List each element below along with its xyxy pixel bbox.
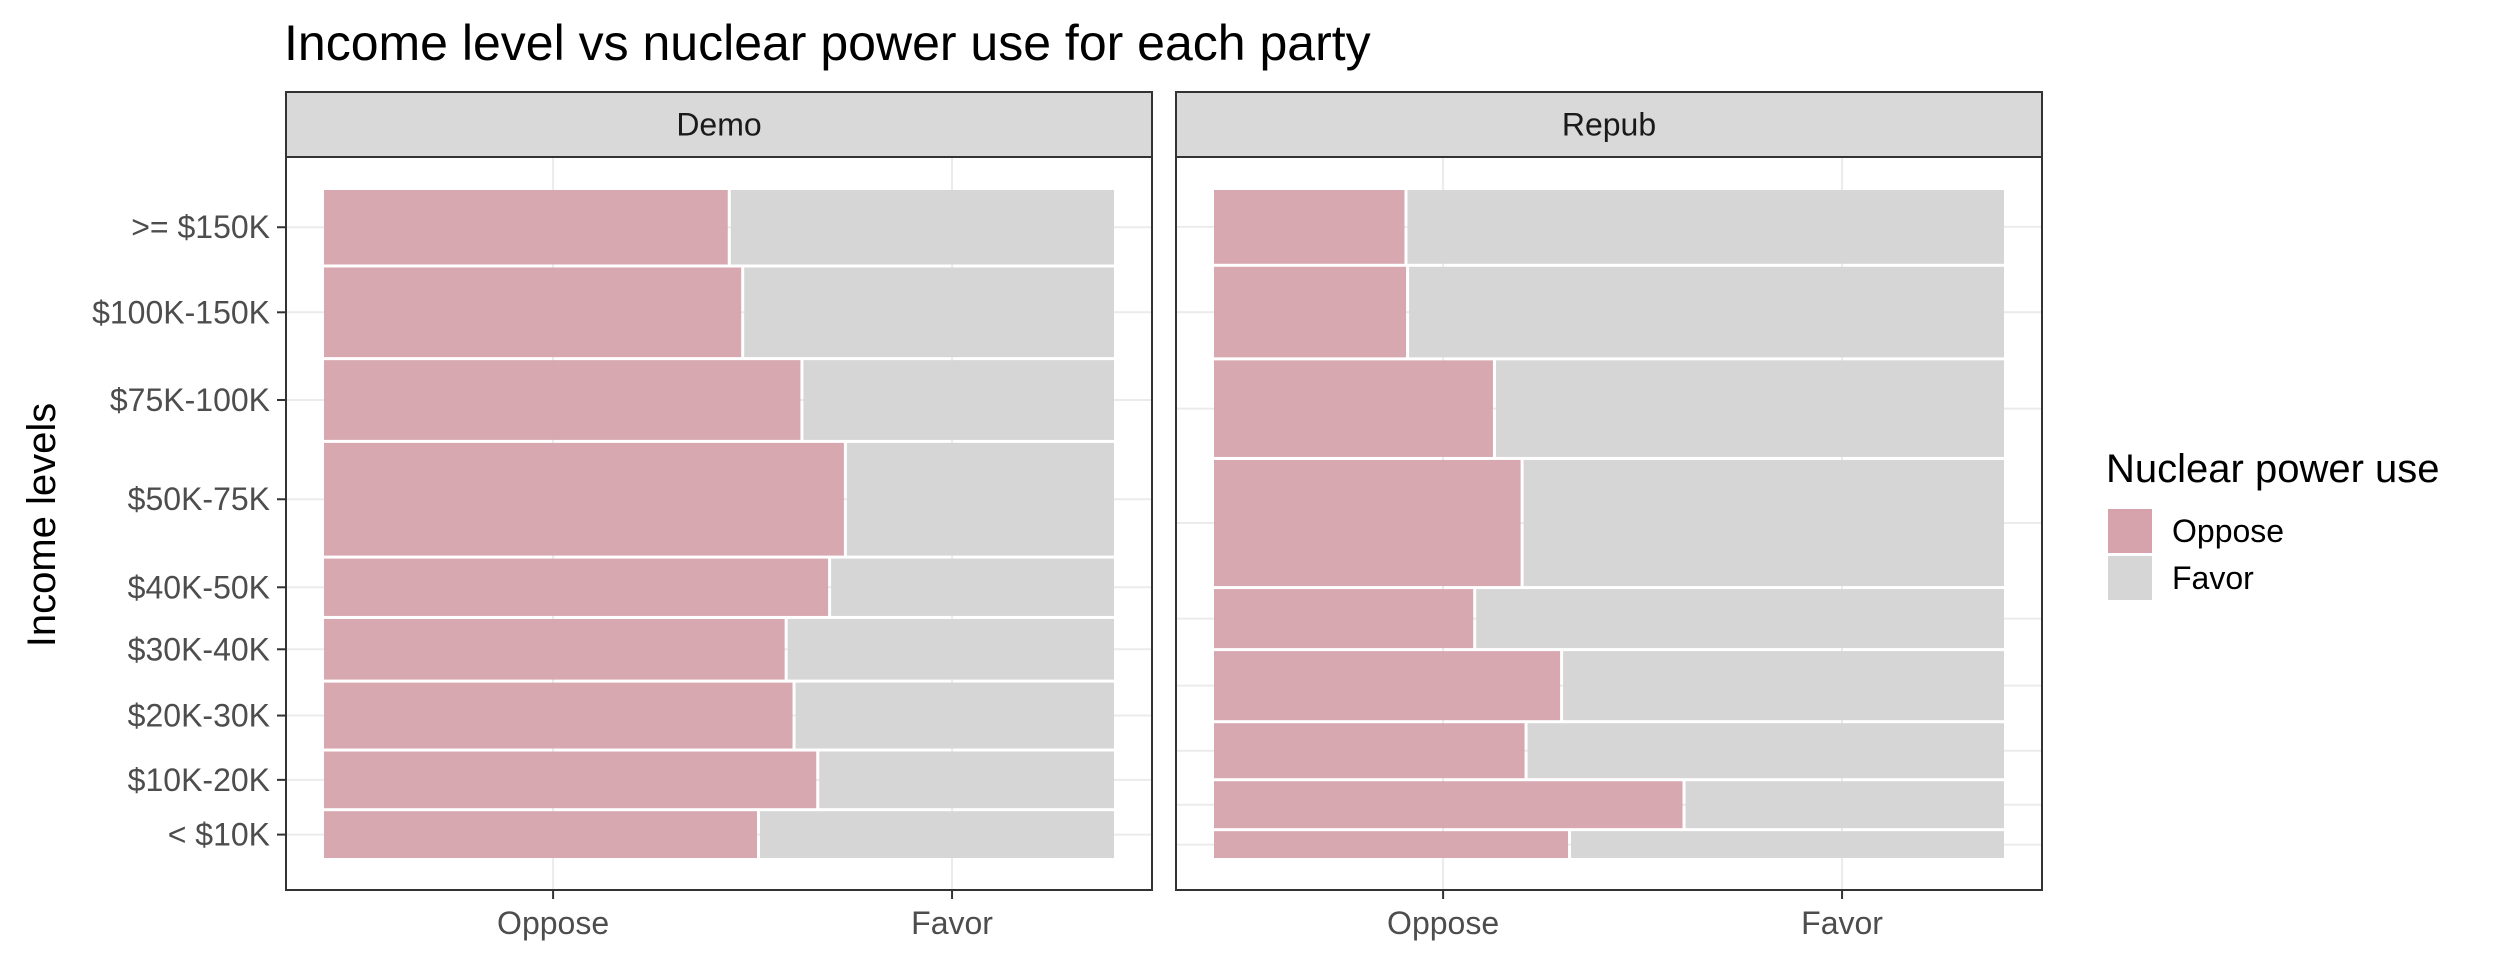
y-tick-label: $30K-40K — [128, 631, 270, 667]
tile-favor — [730, 190, 1114, 265]
tile-oppose — [324, 267, 742, 358]
tile-favor — [1563, 651, 2004, 721]
tile-favor — [760, 811, 1114, 858]
panel-border-demo — [285, 156, 1153, 891]
chart-title: Income level vs nuclear power use for ea… — [284, 15, 1371, 71]
strip-label-demo: Demo — [676, 107, 761, 143]
tile-oppose — [324, 190, 728, 265]
tile-oppose — [324, 442, 844, 556]
y-tick-label: $20K-30K — [128, 698, 270, 734]
tile-favor — [1407, 190, 2004, 264]
y-tick-label: $40K-50K — [128, 569, 270, 605]
legend: Nuclear power use Oppose Favor — [2106, 447, 2440, 600]
legend-label-oppose: Oppose — [2172, 513, 2284, 549]
tile-oppose — [1214, 459, 1521, 587]
tile-oppose — [324, 558, 829, 616]
tile-oppose — [1214, 723, 1525, 779]
panel-border-repub — [1175, 156, 2043, 891]
tile-oppose — [324, 751, 817, 809]
tile-favor — [1495, 360, 2004, 457]
tile-oppose — [324, 682, 793, 749]
x-tick-label: Favor — [911, 905, 993, 941]
tile-oppose — [1214, 589, 1474, 649]
tile-oppose — [324, 811, 757, 858]
y-tick-label: < $10K — [168, 817, 270, 853]
tile-favor — [846, 442, 1114, 556]
x-tick-label: Oppose — [1387, 905, 1499, 941]
y-tick-label: $50K-75K — [128, 481, 270, 517]
tile-favor — [1523, 459, 2004, 587]
y-tick-label: $100K-150K — [92, 294, 270, 330]
tile-favor — [831, 558, 1114, 616]
tile-oppose — [1214, 781, 1683, 829]
y-tick-label: $75K-100K — [110, 382, 270, 418]
tile-favor — [819, 751, 1114, 809]
y-axis-title: Income levels — [20, 403, 64, 648]
panels: Demo Oppose Favor < $10K $10K-20K $20K-30K $30… — [92, 91, 2043, 941]
legend-label-favor: Favor — [2172, 560, 2254, 596]
tile-favor — [1409, 266, 2004, 358]
tile-oppose — [1214, 831, 1568, 858]
tile-favor — [803, 360, 1114, 440]
tile-oppose — [1214, 190, 1405, 264]
tile-favor — [744, 267, 1114, 358]
legend-key-favor — [2108, 556, 2152, 600]
x-tick-label: Favor — [1801, 905, 1883, 941]
strip-demo — [285, 91, 1153, 158]
x-tick-label: Oppose — [497, 905, 609, 941]
tile-favor — [1685, 781, 2004, 829]
legend-title: Nuclear power use — [2106, 447, 2440, 491]
tile-favor — [795, 682, 1114, 749]
tile-favor — [1571, 831, 2004, 858]
legend-key-oppose — [2108, 509, 2152, 553]
tile-oppose — [1214, 266, 1407, 358]
tile-favor — [1527, 723, 2004, 779]
strip-label-repub: Repub — [1562, 107, 1656, 143]
y-tick-label: $10K-20K — [128, 762, 270, 798]
tile-favor — [787, 618, 1114, 680]
tile-oppose — [324, 618, 785, 680]
tile-oppose — [1214, 360, 1493, 457]
tile-oppose — [324, 360, 801, 440]
tile-favor — [1476, 589, 2004, 649]
y-tick-label: >= $150K — [131, 209, 270, 245]
tile-oppose — [1214, 651, 1561, 721]
